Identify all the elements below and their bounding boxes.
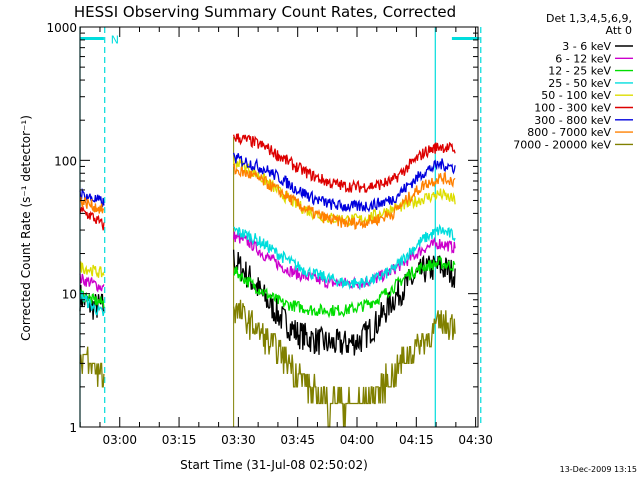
- series-line: [233, 255, 456, 319]
- series-layer: [79, 133, 456, 428]
- legend-label: 800 - 7000 keV: [527, 126, 611, 139]
- legend-label: 7000 - 20000 keV: [513, 138, 611, 151]
- night-markers: N: [79, 27, 482, 427]
- series-line: [79, 187, 105, 208]
- x-tick-label: 03:30: [221, 433, 256, 447]
- x-tick-label: 04:15: [399, 433, 434, 447]
- plot-frame: [79, 26, 479, 428]
- legend-label: 25 - 50 keV: [548, 77, 611, 90]
- saa-marker-label: N: [111, 33, 119, 46]
- series-line: [232, 299, 456, 428]
- legend-label: 12 - 25 keV: [548, 65, 611, 78]
- legend-label: 3 - 6 keV: [562, 40, 611, 53]
- legend-header: Att 0: [606, 24, 632, 37]
- x-tick-label: 03:15: [162, 433, 197, 447]
- x-tick-label: 03:45: [280, 433, 315, 447]
- legend-label: 6 - 12 keV: [555, 52, 611, 65]
- series-line: [232, 133, 456, 194]
- y-axis-label: Corrected Count Rate (s⁻¹ detector⁻¹): [19, 115, 33, 341]
- series-line: [79, 346, 105, 388]
- y-tick-label: 1: [69, 421, 77, 435]
- series-line: [233, 162, 456, 230]
- series-line: [232, 152, 456, 213]
- y-tick-label: 100: [54, 154, 77, 168]
- x-axis-label: Start Time (31-Jul-08 02:50:02): [180, 458, 368, 472]
- series-line: [79, 289, 105, 317]
- series-line: [233, 223, 456, 291]
- series-line: [79, 273, 105, 293]
- y-tick-label: 10: [62, 288, 77, 302]
- legend-label: 100 - 300 keV: [534, 102, 611, 115]
- legend-label: 50 - 100 keV: [541, 89, 611, 102]
- chart-title: HESSI Observing Summary Count Rates, Cor…: [74, 3, 456, 21]
- x-tick-label: 03:00: [102, 433, 137, 447]
- series-line: [79, 261, 105, 278]
- series-line: [79, 196, 105, 214]
- x-tick-label: 04:00: [340, 433, 375, 447]
- footer-timestamp: 13-Dec-2009 13:15: [560, 465, 637, 474]
- series-line: [79, 205, 105, 231]
- legend-header: Det 1,3,4,5,6,9,: [546, 12, 632, 25]
- y-tick-label: 1000: [46, 21, 77, 35]
- x-tick-label: 04:30: [458, 433, 493, 447]
- axes: 1 10 100 1000 03:00 03:15 03:30 03:45 04:00 04:15…: [46, 21, 492, 447]
- legend-label: 300 - 800 keV: [534, 114, 611, 127]
- series-line: [79, 288, 105, 308]
